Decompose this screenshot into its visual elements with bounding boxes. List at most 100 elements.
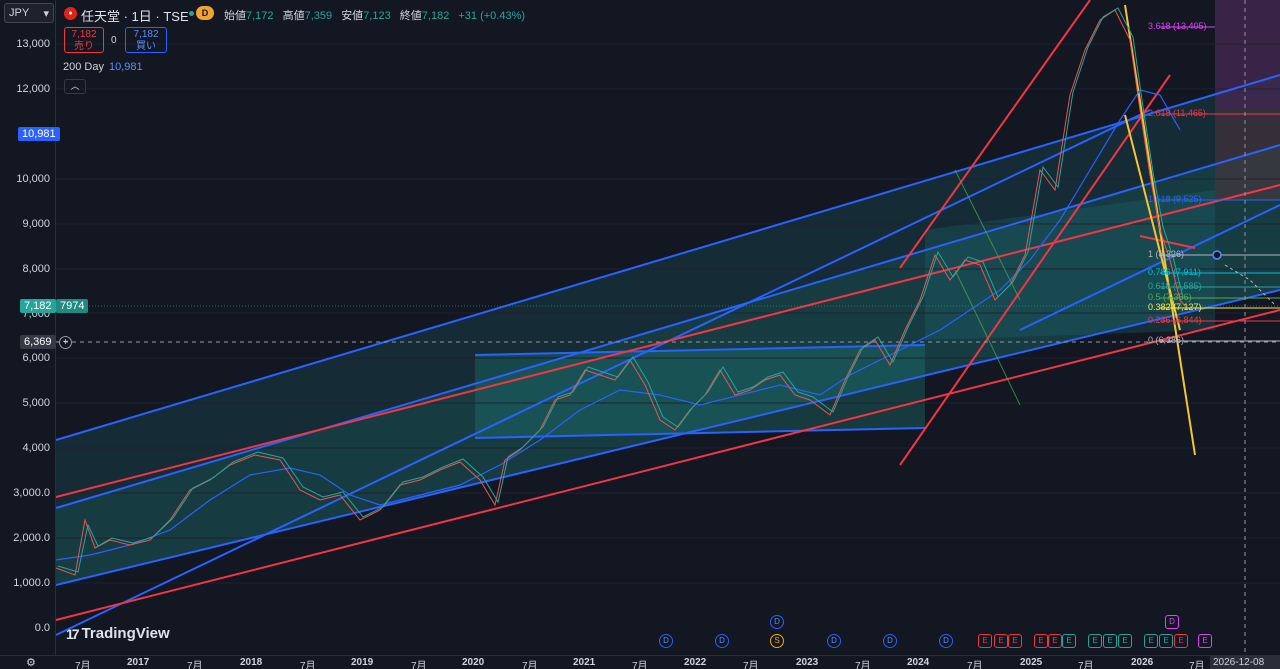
dividend-marker[interactable]: D xyxy=(939,634,953,648)
earnings-marker[interactable]: E xyxy=(1034,634,1048,648)
time-axis[interactable]: 7月 2017 7月 2018 7月 2019 7月 2020 7月 2021 … xyxy=(0,655,1280,669)
crosshair-date-badge: 2026-12-08 (火) xyxy=(1210,656,1280,669)
split-marker[interactable]: S xyxy=(770,634,784,648)
fib-label: 0.382 (7,127) xyxy=(1148,302,1202,312)
xtick: 7月 xyxy=(187,661,203,669)
ytick: 12,000 xyxy=(16,83,50,95)
xtick: 7月 xyxy=(75,661,91,669)
xtick: 7月 xyxy=(522,661,538,669)
ytick: 10,000 xyxy=(16,173,50,185)
fib-label: 0.236 (6,844) xyxy=(1148,315,1202,325)
earnings-marker[interactable]: E xyxy=(1048,634,1062,648)
low-value: 7,123 xyxy=(363,10,391,22)
channel-fill-upper xyxy=(56,75,1280,508)
earnings-marker[interactable]: E xyxy=(1088,634,1102,648)
xtick: 7月 xyxy=(743,661,759,669)
red-trend-lines xyxy=(55,0,1280,621)
xtick: 2021 xyxy=(573,657,596,668)
sell-label: 売り xyxy=(74,41,94,52)
xtick: 2024 xyxy=(907,657,930,668)
earnings-marker[interactable]: E xyxy=(1159,634,1173,648)
market-status-icon xyxy=(189,11,194,16)
dividend-marker[interactable]: D xyxy=(1165,615,1179,629)
earnings-marker[interactable]: E xyxy=(1103,634,1117,648)
fib-label: 3.618 (13,405) xyxy=(1148,21,1207,31)
ytick: 4,000 xyxy=(22,442,50,454)
dividend-marker[interactable]: D xyxy=(883,634,897,648)
moving-average-line xyxy=(55,89,1181,561)
price-path-up xyxy=(57,7,1184,573)
fib-label: 0.786 (7,911) xyxy=(1148,267,1201,277)
dividend-marker[interactable]: D xyxy=(715,634,729,648)
currency-selector[interactable]: JPY ▾ xyxy=(4,3,54,23)
ytick: 8,000 xyxy=(22,263,50,275)
xtick: 2020 xyxy=(462,657,485,668)
blue-trend-lines xyxy=(55,74,1280,636)
tradingview-logo-icon: 17 xyxy=(66,625,80,642)
sell-price: 7,182 xyxy=(71,29,97,40)
collapse-legend-button[interactable]: ︿ xyxy=(64,79,86,94)
ytick: 0.0 xyxy=(34,622,50,634)
close-label: 終値 xyxy=(399,10,422,22)
ohlc-legend: 始値7,172 高値7,359 安値7,123 終値7,182 +31 (+0.… xyxy=(224,7,531,23)
earnings-marker[interactable]: E xyxy=(1008,634,1022,648)
xtick: 7月 xyxy=(855,661,871,669)
dividend-marker[interactable]: D xyxy=(659,634,673,648)
earnings-marker[interactable]: E xyxy=(978,634,992,648)
green-lines xyxy=(954,169,1021,406)
xtick: 2022 xyxy=(684,657,707,668)
xtick: 7月 xyxy=(1189,661,1205,669)
ytick: 1,000.0 xyxy=(13,577,50,589)
xtick: 7月 xyxy=(967,661,983,669)
tradingview-logo-text: TradingView xyxy=(81,625,170,642)
earnings-marker[interactable]: E xyxy=(1144,634,1158,648)
delay-badge[interactable]: D xyxy=(196,6,214,20)
add-alert-icon[interactable]: + xyxy=(59,336,72,349)
earnings-marker[interactable]: E xyxy=(1198,634,1212,648)
dividend-marker[interactable]: D xyxy=(770,615,784,629)
tradingview-logo[interactable]: 17 TradingView xyxy=(66,625,170,642)
symbol-title[interactable]: 任天堂 · 1日 · TSE xyxy=(81,9,189,24)
open-label: 始値 xyxy=(224,10,246,22)
indicator-legend[interactable]: 200 Day 10,981 xyxy=(63,61,143,73)
earnings-marker[interactable]: E xyxy=(994,634,1008,648)
earnings-marker[interactable]: E xyxy=(1062,634,1076,648)
nintendo-logo-icon: ● xyxy=(64,7,77,20)
buy-label: 買い xyxy=(136,41,156,52)
ytick: 13,000 xyxy=(16,38,50,50)
currency-label: JPY xyxy=(9,7,30,19)
high-label: 高値 xyxy=(282,10,305,22)
current-price-badge: 7,182 xyxy=(20,299,56,313)
sell-button[interactable]: 7,182 売り xyxy=(64,27,104,53)
xtick: 2019 xyxy=(351,657,374,668)
fib-label: 0 (6,386) xyxy=(1148,335,1185,345)
buy-price: 7,182 xyxy=(133,29,159,40)
xtick: 7月 xyxy=(1078,661,1094,669)
price-countdown-badge: 7974 xyxy=(56,299,89,313)
alert-marker[interactable] xyxy=(1212,250,1222,260)
chevron-down-icon: ▾ xyxy=(43,7,49,20)
earnings-marker[interactable]: E xyxy=(1118,634,1132,648)
price-axis[interactable] xyxy=(0,0,56,655)
low-label: 安値 xyxy=(341,10,364,22)
projection-zone xyxy=(1215,0,1280,110)
spread-value: 0 xyxy=(111,35,117,46)
xtick: 7月 xyxy=(632,661,648,669)
ytick: 9,000 xyxy=(22,218,50,230)
xtick: 7月 xyxy=(300,661,316,669)
ytick: 6,000 xyxy=(22,352,50,364)
fib-label: 0.618 (7,585) xyxy=(1148,281,1202,291)
earnings-marker[interactable]: E xyxy=(1174,634,1188,648)
settings-gear-icon[interactable]: ⚙ xyxy=(26,657,36,669)
fib-label: 0.5 (7,356) xyxy=(1148,292,1192,302)
change-value: +31 (+0.43%) xyxy=(458,10,526,22)
ytick: 3,000.0 xyxy=(13,487,50,499)
channel-fill-main xyxy=(56,145,1280,585)
dividend-marker[interactable]: D xyxy=(827,634,841,648)
price-chart[interactable] xyxy=(0,0,1280,655)
buy-button[interactable]: 7,182 買い xyxy=(125,27,167,53)
crosshair-price-badge: 6,369 xyxy=(20,335,56,349)
xtick: 2025 xyxy=(1020,657,1043,668)
open-value: 7,172 xyxy=(246,10,274,22)
fib-levels xyxy=(1160,26,1280,342)
